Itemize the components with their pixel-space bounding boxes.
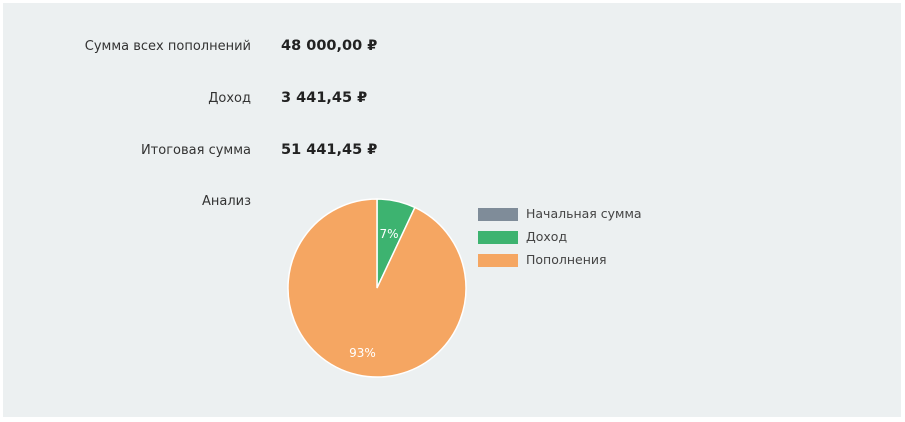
income-label: Доход xyxy=(208,91,251,106)
income-row: Доход 3 441,45 ₽ xyxy=(3,89,901,113)
pie-label-deposits: 93% xyxy=(349,346,376,360)
total-deposits-row: Сумма всех пополнений 48 000,00 ₽ xyxy=(3,37,901,61)
total-deposits-value: 48 000,00 ₽ xyxy=(281,38,378,54)
final-sum-label: Итоговая сумма xyxy=(140,143,251,158)
legend-swatch-initial xyxy=(478,208,518,221)
final-sum-row: Итоговая сумма 51 441,45 ₽ xyxy=(3,141,901,165)
pie-slice-deposits[interactable] xyxy=(287,198,467,378)
total-deposits-label: Сумма всех пополнений xyxy=(84,39,251,54)
legend-label-income: Доход xyxy=(526,229,568,244)
legend-swatch-deposits xyxy=(478,254,518,267)
income-value: 3 441,45 ₽ xyxy=(281,90,368,106)
analysis-row: Анализ xyxy=(3,192,901,216)
legend-label-deposits: Пополнения xyxy=(526,252,607,267)
legend-label-initial: Начальная сумма xyxy=(526,206,642,221)
legend-swatch-income xyxy=(478,231,518,244)
calculator-results-panel: Сумма всех пополнений 48 000,00 ₽ Доход … xyxy=(3,3,901,417)
pie-label-income: 7% xyxy=(380,227,399,241)
analysis-label: Анализ xyxy=(201,194,251,209)
final-sum-value: 51 441,45 ₽ xyxy=(281,142,378,158)
pie-chart: 7% 93% xyxy=(287,198,467,378)
